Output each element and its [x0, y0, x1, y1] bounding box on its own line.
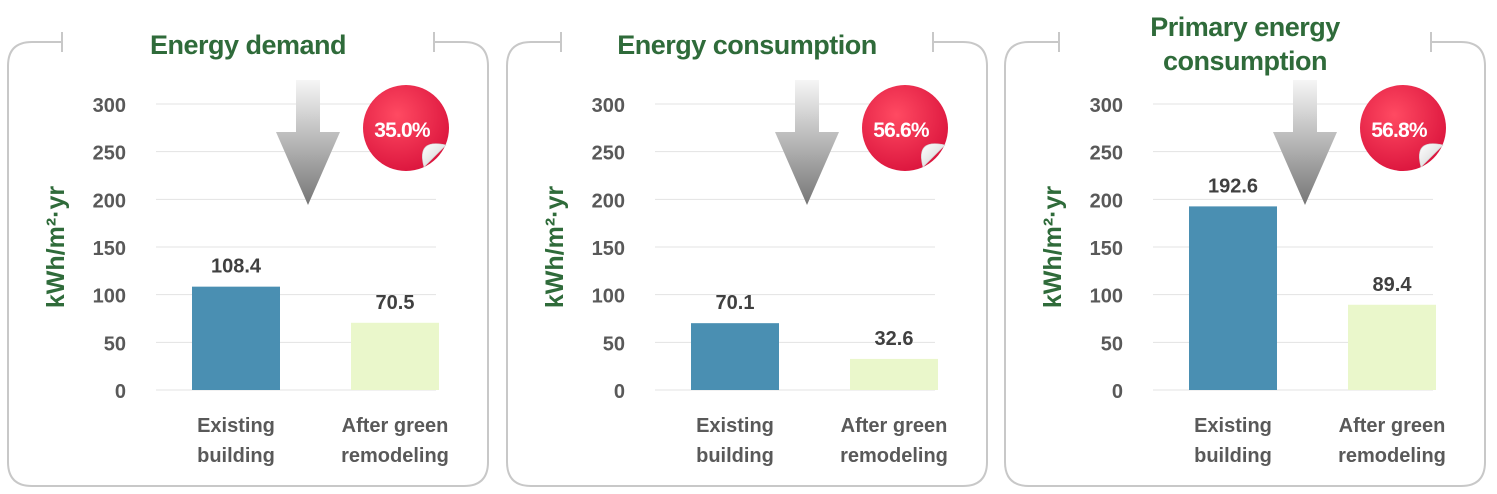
panel-frame	[506, 41, 988, 487]
x-tick-label: After green	[841, 415, 948, 437]
page-curl-icon	[921, 143, 946, 168]
y-tick-label: 50	[1101, 333, 1123, 355]
y-axis-label: kWh/m²·yr	[541, 186, 569, 309]
y-tick-label: 300	[93, 95, 126, 117]
down-arrow-icon	[276, 80, 340, 205]
bar-after	[1348, 304, 1436, 390]
x-tick-label: remodeling	[341, 445, 449, 467]
x-tick-label: Existing	[1194, 415, 1272, 437]
panel-frame	[1004, 41, 1486, 487]
data-label: 32.6	[875, 328, 914, 350]
chart-panel-3: Primary energy consumption kWh/m²·yr 0 50 100…	[1004, 12, 1486, 487]
x-tick-label: building	[1194, 445, 1272, 467]
y-tick-label: 200	[1090, 190, 1123, 212]
x-tick-label: After green	[342, 415, 449, 437]
x-tick-label: remodeling	[840, 445, 948, 467]
y-tick-label: 50	[104, 333, 126, 355]
bar-existing	[1189, 206, 1277, 390]
y-tick-label: 250	[93, 143, 126, 165]
x-tick-label: After green	[1339, 415, 1446, 437]
y-tick-label: 300	[592, 95, 625, 117]
page-curl-icon	[422, 143, 447, 168]
y-tick-label: 150	[592, 238, 625, 260]
x-tick-label: Existing	[696, 415, 774, 437]
y-axis-label: kWh/m²·yr	[42, 186, 70, 309]
x-tick-label: building	[197, 445, 275, 467]
bar-existing	[691, 323, 779, 390]
bar-existing	[192, 286, 280, 390]
down-arrow-icon	[775, 80, 839, 205]
chart-title-line: consumption	[1163, 46, 1327, 76]
chart-panel-1: Energy demand kWh/m²·yr 0 50 100 150 200 250 300…	[7, 30, 489, 487]
x-tick-label: remodeling	[1338, 445, 1446, 467]
chart-title-line: Primary energy	[1150, 12, 1340, 42]
y-tick-label: 300	[1090, 95, 1123, 117]
y-tick-label: 250	[592, 143, 625, 165]
x-tick-label: building	[696, 445, 774, 467]
y-tick-label: 100	[592, 286, 625, 308]
data-label: 108.4	[211, 256, 262, 278]
bar-after	[351, 322, 439, 390]
y-tick-label: 250	[1090, 143, 1123, 165]
data-label: 70.5	[376, 292, 415, 314]
y-tick-label: 200	[592, 190, 625, 212]
y-tick-label: 0	[1112, 381, 1123, 403]
y-tick-label: 150	[93, 238, 126, 260]
chart-panel-2: Energy consumption kWh/m²·yr 0 50 100 150 200 2…	[506, 30, 988, 487]
reduction-label: 35.0%	[374, 119, 431, 142]
y-axis-label: kWh/m²·yr	[1039, 186, 1067, 309]
panel-frame	[7, 41, 489, 487]
y-tick-label: 200	[93, 190, 126, 212]
data-label: 89.4	[1373, 274, 1413, 296]
data-label: 192.6	[1208, 175, 1258, 197]
reduction-label: 56.8%	[1371, 119, 1428, 142]
y-tick-label: 50	[603, 333, 625, 355]
chart-title: Energy consumption	[617, 30, 877, 60]
reduction-label: 56.6%	[873, 119, 930, 142]
chart-title: Energy demand	[150, 30, 346, 60]
y-tick-label: 150	[1090, 238, 1123, 260]
data-label: 70.1	[716, 292, 755, 314]
y-tick-label: 0	[115, 381, 126, 403]
page-curl-icon	[1419, 143, 1444, 168]
y-tick-label: 0	[614, 381, 625, 403]
y-tick-label: 100	[1090, 286, 1123, 308]
bar-after	[850, 358, 938, 390]
x-tick-label: Existing	[197, 415, 275, 437]
y-tick-label: 100	[93, 286, 126, 308]
down-arrow-icon	[1273, 80, 1337, 205]
